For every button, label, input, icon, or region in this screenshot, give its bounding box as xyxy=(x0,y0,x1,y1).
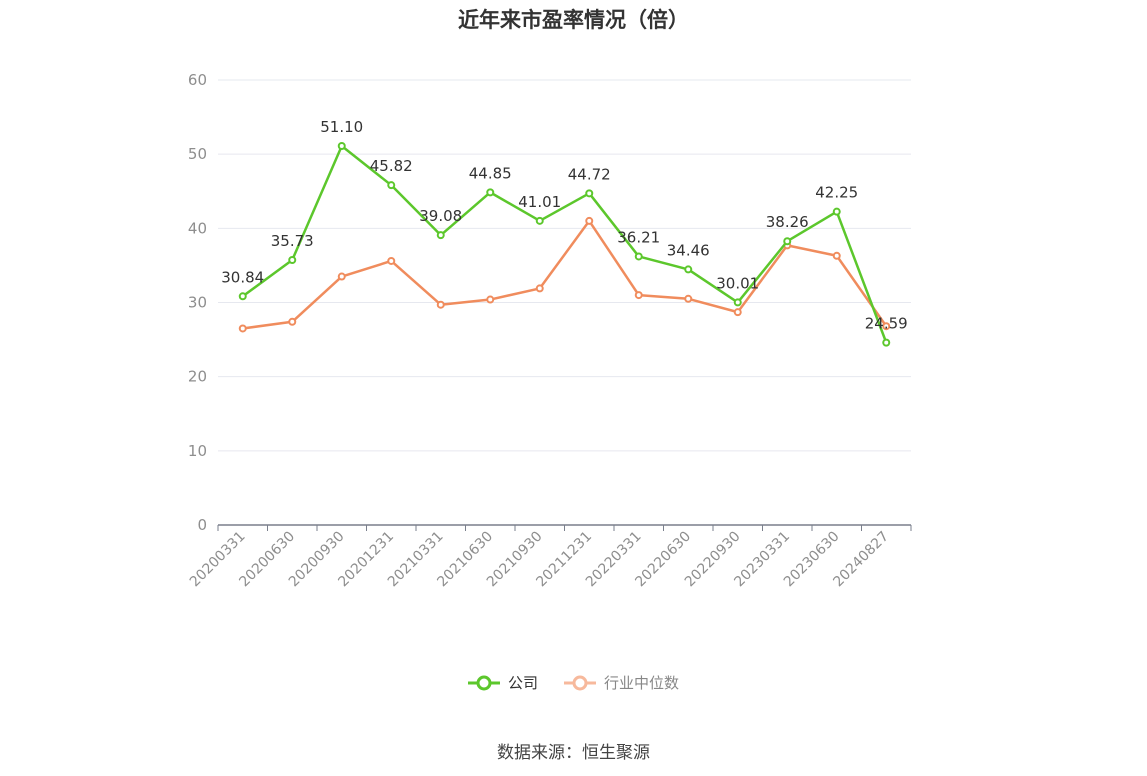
industry-point xyxy=(535,284,544,293)
legend-item-industry[interactable]: 行业中位数 xyxy=(564,672,679,693)
chart-title: 近年来市盈率情况（倍） xyxy=(458,8,689,32)
y-tick-label: 60 xyxy=(188,71,207,89)
y-tick-label: 50 xyxy=(188,145,207,163)
data-label: 44.85 xyxy=(469,164,512,182)
company-point xyxy=(486,188,495,197)
data-label: 51.10 xyxy=(320,118,363,136)
legend-company-marker-icon xyxy=(467,675,500,690)
company-point xyxy=(387,181,396,190)
data-label: 41.01 xyxy=(518,193,561,211)
legend-industry-marker-icon xyxy=(564,675,596,690)
legend-label-industry: 行业中位数 xyxy=(604,674,680,692)
y-tick-label: 40 xyxy=(188,219,207,237)
y-tick-label: 0 xyxy=(197,516,207,534)
company-point xyxy=(634,252,643,261)
source-note: 数据来源：恒生聚源 xyxy=(497,743,650,763)
company-point xyxy=(535,216,544,225)
y-tick-label: 20 xyxy=(188,368,207,386)
industry-point xyxy=(238,324,247,333)
company-point xyxy=(832,207,841,216)
company-point xyxy=(585,189,594,198)
company-point xyxy=(436,231,445,240)
company-point xyxy=(733,298,742,307)
data-label: 34.46 xyxy=(667,241,710,259)
company-point xyxy=(337,142,346,151)
data-label: 39.08 xyxy=(419,207,462,225)
industry-line xyxy=(242,219,888,330)
data-label: 42.25 xyxy=(815,184,858,202)
data-label: 30.01 xyxy=(716,274,759,292)
y-tick-label: 10 xyxy=(188,442,207,460)
industry-point xyxy=(585,216,594,225)
industry-point xyxy=(337,272,346,281)
data-label: 36.21 xyxy=(617,228,660,246)
industry-point xyxy=(288,317,297,326)
industry-point xyxy=(684,294,693,303)
company-point xyxy=(238,292,247,301)
company-line xyxy=(242,144,888,344)
data-label: 24.59 xyxy=(865,315,908,333)
company-point xyxy=(783,237,792,246)
industry-point xyxy=(882,322,891,331)
data-label: 30.84 xyxy=(221,268,264,286)
company-point xyxy=(882,338,891,347)
industry-point xyxy=(486,295,495,304)
industry-point xyxy=(634,291,643,300)
data-label: 45.82 xyxy=(370,157,413,175)
data-label: 35.73 xyxy=(271,232,314,250)
industry-point xyxy=(733,308,742,317)
y-tick-label: 30 xyxy=(188,294,207,312)
industry-point xyxy=(387,256,396,265)
industry-point xyxy=(436,300,445,309)
company-point xyxy=(288,256,297,265)
legend-label-company: 公司 xyxy=(507,674,538,692)
chart-plot: 0102030405060202003312020063020200930202… xyxy=(187,71,912,590)
industry-point xyxy=(832,251,841,260)
legend-item-company[interactable]: 公司 xyxy=(467,672,538,693)
data-label: 38.26 xyxy=(766,213,809,231)
legend: 公司 行业中位数 xyxy=(0,672,1147,693)
data-label: 44.72 xyxy=(568,165,611,183)
company-point xyxy=(684,265,693,274)
